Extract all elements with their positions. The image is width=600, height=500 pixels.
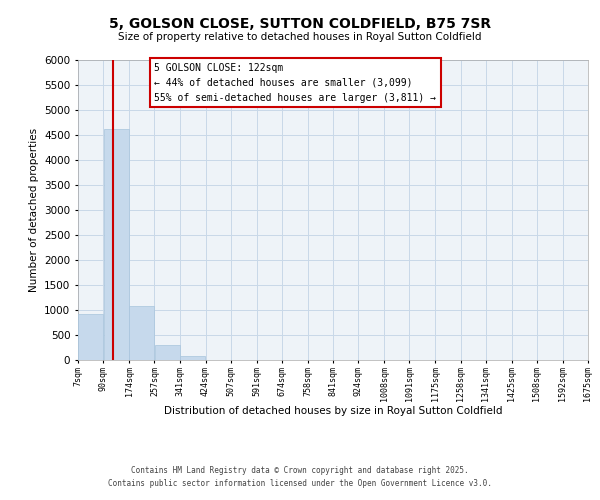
Text: 5, GOLSON CLOSE, SUTTON COLDFIELD, B75 7SR: 5, GOLSON CLOSE, SUTTON COLDFIELD, B75 7… bbox=[109, 18, 491, 32]
Y-axis label: Number of detached properties: Number of detached properties bbox=[29, 128, 38, 292]
Bar bbox=[130, 306, 154, 360]
Bar bbox=[104, 129, 129, 360]
Text: 5 GOLSON CLOSE: 122sqm
← 44% of detached houses are smaller (3,099)
55% of semi-: 5 GOLSON CLOSE: 122sqm ← 44% of detached… bbox=[155, 63, 437, 102]
Text: Contains HM Land Registry data © Crown copyright and database right 2025.
Contai: Contains HM Land Registry data © Crown c… bbox=[108, 466, 492, 487]
Bar bbox=[78, 314, 103, 360]
Text: Size of property relative to detached houses in Royal Sutton Coldfield: Size of property relative to detached ho… bbox=[118, 32, 482, 42]
Bar bbox=[155, 345, 180, 360]
Bar bbox=[181, 356, 205, 360]
X-axis label: Distribution of detached houses by size in Royal Sutton Coldfield: Distribution of detached houses by size … bbox=[164, 406, 502, 416]
